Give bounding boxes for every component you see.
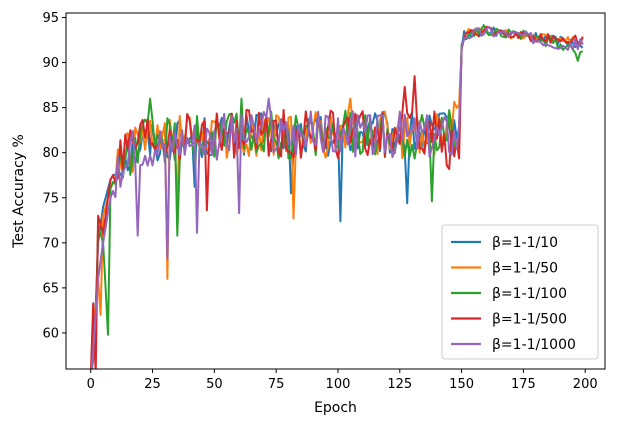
y-tick-label: 70 <box>42 236 59 251</box>
y-tick-label: 90 <box>42 56 59 71</box>
x-axis: 0 25 50 75 100 125 150 175 200 <box>87 369 598 392</box>
y-tick-label: 95 <box>42 11 59 26</box>
x-tick-label: 0 <box>87 377 95 392</box>
y-tick-label: 85 <box>42 101 59 116</box>
series-layer <box>90 24 584 369</box>
x-tick-label: 175 <box>511 377 536 392</box>
x-tick-label: 75 <box>268 377 285 392</box>
y-tick-label: 75 <box>42 191 59 206</box>
y-tick-label: 65 <box>42 281 59 296</box>
y-axis: 60 65 70 75 80 85 90 95 <box>42 11 66 341</box>
y-tick-label: 60 <box>42 326 59 341</box>
x-tick-label: 100 <box>326 377 351 392</box>
legend: β=1-1/10 β=1-1/50 β=1-1/100 β=1-1/500 β=1-1/… <box>441 224 599 360</box>
x-tick-label: 200 <box>573 377 598 392</box>
x-axis-title: Epoch <box>314 400 357 416</box>
series-line <box>90 26 584 369</box>
x-tick-label: 150 <box>449 377 474 392</box>
y-axis-title: Test Accuracy % <box>11 134 27 249</box>
plot-frame <box>65 12 606 370</box>
legend-label: β=1-1/10 <box>492 235 558 251</box>
y-tick-label: 80 <box>42 146 59 161</box>
legend-label: β=1-1/50 <box>492 261 558 277</box>
x-tick-label: 125 <box>387 377 412 392</box>
legend-label: β=1-1/1000 <box>492 337 576 353</box>
legend-box <box>441 224 599 360</box>
x-tick-label: 25 <box>144 377 161 392</box>
legend-label: β=1-1/500 <box>492 312 567 328</box>
legend-label: β=1-1/100 <box>492 286 567 302</box>
x-tick-label: 50 <box>206 377 223 392</box>
